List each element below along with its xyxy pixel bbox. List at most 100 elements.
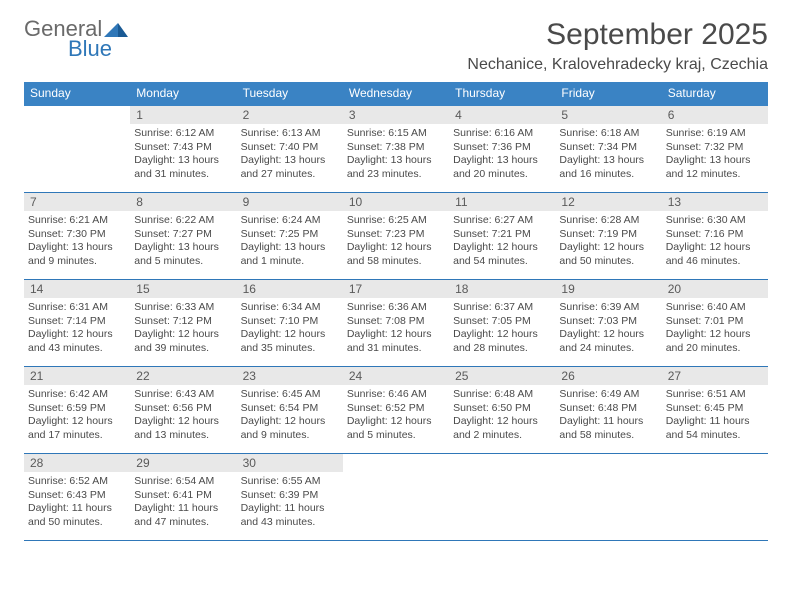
day-number: 11: [449, 193, 555, 211]
sunset-text: Sunset: 7:10 PM: [241, 315, 339, 329]
sunrise-text: Sunrise: 6:19 AM: [666, 127, 764, 141]
day-number: 10: [343, 193, 449, 211]
day-details: Sunrise: 6:55 AMSunset: 6:39 PMDaylight:…: [237, 472, 343, 534]
daylight-text: Daylight: 13 hours and 16 minutes.: [559, 154, 657, 181]
day-cell: 8Sunrise: 6:22 AMSunset: 7:27 PMDaylight…: [130, 193, 236, 279]
day-number: 23: [237, 367, 343, 385]
sunset-text: Sunset: 7:16 PM: [666, 228, 764, 242]
daylight-text: Daylight: 12 hours and 13 minutes.: [134, 415, 232, 442]
daylight-text: Daylight: 13 hours and 27 minutes.: [241, 154, 339, 181]
day-details: Sunrise: 6:22 AMSunset: 7:27 PMDaylight:…: [130, 211, 236, 273]
daylight-text: Daylight: 12 hours and 2 minutes.: [453, 415, 551, 442]
day-details: Sunrise: 6:13 AMSunset: 7:40 PMDaylight:…: [237, 124, 343, 186]
sunset-text: Sunset: 7:34 PM: [559, 141, 657, 155]
day-details: Sunrise: 6:19 AMSunset: 7:32 PMDaylight:…: [662, 124, 768, 186]
sunrise-text: Sunrise: 6:45 AM: [241, 388, 339, 402]
day-number: [343, 454, 449, 472]
day-details: Sunrise: 6:48 AMSunset: 6:50 PMDaylight:…: [449, 385, 555, 447]
day-cell: 21Sunrise: 6:42 AMSunset: 6:59 PMDayligh…: [24, 367, 130, 453]
sunset-text: Sunset: 6:54 PM: [241, 402, 339, 416]
brand-logo: General Blue: [24, 18, 128, 62]
calendar-grid: Sunday Monday Tuesday Wednesday Thursday…: [24, 82, 768, 541]
day-cell: 19Sunrise: 6:39 AMSunset: 7:03 PMDayligh…: [555, 280, 661, 366]
weekday-label: Thursday: [449, 82, 555, 106]
daylight-text: Daylight: 12 hours and 43 minutes.: [28, 328, 126, 355]
day-details: Sunrise: 6:18 AMSunset: 7:34 PMDaylight:…: [555, 124, 661, 186]
day-number: 16: [237, 280, 343, 298]
day-cell: 17Sunrise: 6:36 AMSunset: 7:08 PMDayligh…: [343, 280, 449, 366]
day-number: 14: [24, 280, 130, 298]
day-cell: 15Sunrise: 6:33 AMSunset: 7:12 PMDayligh…: [130, 280, 236, 366]
day-number: 17: [343, 280, 449, 298]
day-number: [555, 454, 661, 472]
day-details: Sunrise: 6:33 AMSunset: 7:12 PMDaylight:…: [130, 298, 236, 360]
day-details: Sunrise: 6:30 AMSunset: 7:16 PMDaylight:…: [662, 211, 768, 273]
daylight-text: Daylight: 12 hours and 39 minutes.: [134, 328, 232, 355]
day-cell: 23Sunrise: 6:45 AMSunset: 6:54 PMDayligh…: [237, 367, 343, 453]
day-cell: 7Sunrise: 6:21 AMSunset: 7:30 PMDaylight…: [24, 193, 130, 279]
sunrise-text: Sunrise: 6:55 AM: [241, 475, 339, 489]
day-cell: 29Sunrise: 6:54 AMSunset: 6:41 PMDayligh…: [130, 454, 236, 540]
sunrise-text: Sunrise: 6:33 AM: [134, 301, 232, 315]
sunset-text: Sunset: 7:19 PM: [559, 228, 657, 242]
header: General Blue September 2025 Nechanice, K…: [24, 18, 768, 74]
sunset-text: Sunset: 7:27 PM: [134, 228, 232, 242]
title-block: September 2025 Nechanice, Kralovehradeck…: [467, 18, 768, 74]
day-cell: 12Sunrise: 6:28 AMSunset: 7:19 PMDayligh…: [555, 193, 661, 279]
day-details: Sunrise: 6:31 AMSunset: 7:14 PMDaylight:…: [24, 298, 130, 360]
sunrise-text: Sunrise: 6:12 AM: [134, 127, 232, 141]
sunrise-text: Sunrise: 6:43 AM: [134, 388, 232, 402]
sunrise-text: Sunrise: 6:39 AM: [559, 301, 657, 315]
sunrise-text: Sunrise: 6:24 AM: [241, 214, 339, 228]
daylight-text: Daylight: 12 hours and 58 minutes.: [347, 241, 445, 268]
week-row: 7Sunrise: 6:21 AMSunset: 7:30 PMDaylight…: [24, 193, 768, 280]
sunset-text: Sunset: 7:25 PM: [241, 228, 339, 242]
daylight-text: Daylight: 12 hours and 46 minutes.: [666, 241, 764, 268]
sunrise-text: Sunrise: 6:40 AM: [666, 301, 764, 315]
sunrise-text: Sunrise: 6:25 AM: [347, 214, 445, 228]
day-details: Sunrise: 6:45 AMSunset: 6:54 PMDaylight:…: [237, 385, 343, 447]
day-details: Sunrise: 6:40 AMSunset: 7:01 PMDaylight:…: [662, 298, 768, 360]
daylight-text: Daylight: 13 hours and 9 minutes.: [28, 241, 126, 268]
sunrise-text: Sunrise: 6:42 AM: [28, 388, 126, 402]
daylight-text: Daylight: 12 hours and 17 minutes.: [28, 415, 126, 442]
sunset-text: Sunset: 7:38 PM: [347, 141, 445, 155]
day-number: 18: [449, 280, 555, 298]
daylight-text: Daylight: 13 hours and 23 minutes.: [347, 154, 445, 181]
daylight-text: Daylight: 11 hours and 58 minutes.: [559, 415, 657, 442]
sunrise-text: Sunrise: 6:54 AM: [134, 475, 232, 489]
day-cell: 6Sunrise: 6:19 AMSunset: 7:32 PMDaylight…: [662, 106, 768, 192]
day-details: Sunrise: 6:36 AMSunset: 7:08 PMDaylight:…: [343, 298, 449, 360]
week-row: 28Sunrise: 6:52 AMSunset: 6:43 PMDayligh…: [24, 454, 768, 541]
day-details: Sunrise: 6:28 AMSunset: 7:19 PMDaylight:…: [555, 211, 661, 273]
calendar-page: General Blue September 2025 Nechanice, K…: [0, 0, 792, 559]
day-cell: 20Sunrise: 6:40 AMSunset: 7:01 PMDayligh…: [662, 280, 768, 366]
sunset-text: Sunset: 7:40 PM: [241, 141, 339, 155]
daylight-text: Daylight: 12 hours and 35 minutes.: [241, 328, 339, 355]
daylight-text: Daylight: 13 hours and 1 minute.: [241, 241, 339, 268]
day-details: Sunrise: 6:37 AMSunset: 7:05 PMDaylight:…: [449, 298, 555, 360]
sunset-text: Sunset: 6:52 PM: [347, 402, 445, 416]
day-details: Sunrise: 6:34 AMSunset: 7:10 PMDaylight:…: [237, 298, 343, 360]
sunrise-text: Sunrise: 6:28 AM: [559, 214, 657, 228]
sunrise-text: Sunrise: 6:18 AM: [559, 127, 657, 141]
day-number: 15: [130, 280, 236, 298]
sunrise-text: Sunrise: 6:16 AM: [453, 127, 551, 141]
sunset-text: Sunset: 7:32 PM: [666, 141, 764, 155]
sunset-text: Sunset: 7:12 PM: [134, 315, 232, 329]
day-details: Sunrise: 6:24 AMSunset: 7:25 PMDaylight:…: [237, 211, 343, 273]
day-cell: 22Sunrise: 6:43 AMSunset: 6:56 PMDayligh…: [130, 367, 236, 453]
sunset-text: Sunset: 6:56 PM: [134, 402, 232, 416]
day-details: Sunrise: 6:43 AMSunset: 6:56 PMDaylight:…: [130, 385, 236, 447]
day-details: Sunrise: 6:16 AMSunset: 7:36 PMDaylight:…: [449, 124, 555, 186]
empty-cell: [662, 454, 768, 540]
sunset-text: Sunset: 7:21 PM: [453, 228, 551, 242]
sunrise-text: Sunrise: 6:31 AM: [28, 301, 126, 315]
weekday-header-row: Sunday Monday Tuesday Wednesday Thursday…: [24, 82, 768, 106]
day-number: 25: [449, 367, 555, 385]
day-number: 19: [555, 280, 661, 298]
sunrise-text: Sunrise: 6:15 AM: [347, 127, 445, 141]
day-number: 26: [555, 367, 661, 385]
sunset-text: Sunset: 7:03 PM: [559, 315, 657, 329]
brand-name-blue: Blue: [68, 36, 128, 62]
